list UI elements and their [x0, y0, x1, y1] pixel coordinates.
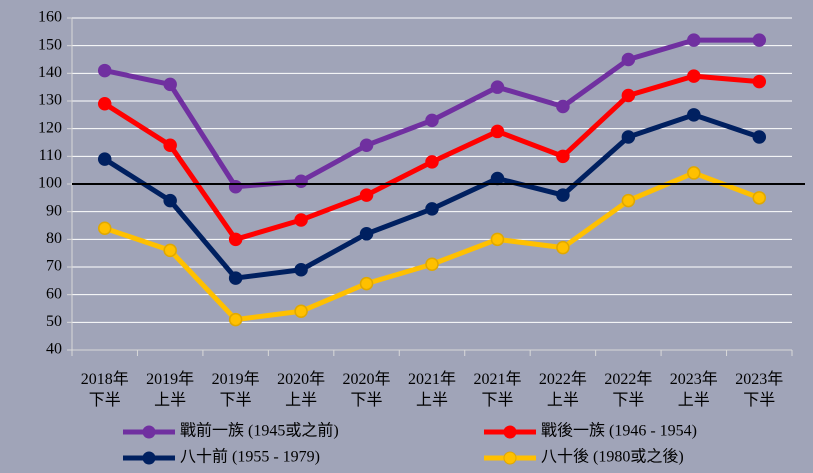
x-tick-label: 2018年 下半 [80, 371, 129, 409]
y-tick-label: 50 [46, 313, 62, 330]
data-point [752, 74, 767, 89]
data-point [490, 124, 505, 139]
legend-marker [142, 425, 156, 439]
data-point [556, 149, 570, 164]
data-point [294, 304, 308, 319]
y-tick-label: 150 [38, 36, 62, 53]
data-point [97, 152, 112, 166]
x-tick-label: 2020年 上半 [277, 371, 326, 409]
data-point [687, 166, 701, 180]
data-point [752, 191, 767, 205]
data-point [556, 188, 570, 202]
data-point [359, 227, 374, 241]
data-point [294, 263, 308, 277]
data-point [621, 52, 636, 67]
data-point [294, 174, 308, 188]
data-point [490, 171, 505, 186]
data-point [752, 130, 767, 144]
data-point [425, 202, 439, 216]
data-point [163, 243, 177, 258]
data-point [97, 221, 112, 236]
data-point [359, 276, 374, 291]
x-tick-label: 2019年 上半 [146, 371, 195, 409]
y-tick-label: 120 [38, 119, 62, 136]
x-tick-label: 2021年 上半 [407, 371, 456, 409]
data-point [752, 33, 767, 47]
data-point [425, 113, 439, 128]
data-point [556, 99, 570, 114]
x-tick-label: 2022年 上半 [538, 371, 587, 409]
x-tick-label: 2020年 下半 [342, 371, 391, 409]
data-point [687, 108, 701, 122]
y-tick-label: 140 [38, 64, 62, 81]
legend-marker [503, 425, 517, 439]
legend-label: 八十前 (1955 - 1979) [180, 448, 320, 466]
data-point [621, 130, 636, 144]
y-tick-label: 100 [38, 175, 62, 192]
data-point [97, 97, 112, 111]
data-point [425, 257, 439, 271]
y-tick-label: 70 [46, 258, 62, 275]
data-point [425, 155, 439, 169]
legend-marker [503, 451, 517, 465]
data-point [621, 88, 636, 103]
data-point [294, 213, 308, 227]
data-point [228, 312, 243, 327]
y-tick-label: 80 [46, 230, 62, 247]
y-tick-label: 110 [39, 147, 62, 164]
x-tick-label: 2023年 上半 [669, 371, 718, 409]
data-point [228, 180, 243, 194]
data-point [163, 138, 177, 153]
data-point [163, 193, 177, 208]
data-point [687, 33, 701, 47]
data-point [97, 63, 112, 78]
data-point [228, 271, 243, 285]
data-point [490, 232, 505, 247]
legend-marker [142, 451, 156, 465]
x-tick-label: 2021年 下半 [473, 371, 522, 409]
y-tick-label: 40 [46, 341, 62, 358]
data-point [163, 77, 177, 92]
legend-label: 戰前一族 (1945或之前) [180, 422, 339, 440]
data-point [359, 188, 374, 202]
legend-label: 八十後 (1980或之後) [541, 448, 684, 466]
data-point [687, 69, 701, 83]
x-tick-label: 2022年 下半 [604, 371, 653, 409]
x-tick-label: 2019年 下半 [211, 371, 260, 409]
data-point [228, 232, 243, 247]
legend-label: 戰後一族 (1946 - 1954) [541, 422, 697, 440]
y-tick-label: 60 [46, 285, 62, 302]
data-point [490, 80, 505, 94]
data-point [359, 138, 374, 153]
data-point [556, 240, 570, 255]
y-tick-label: 130 [38, 92, 62, 109]
x-tick-label: 2023年 下半 [735, 371, 784, 409]
y-tick-label: 160 [38, 9, 62, 26]
y-tick-label: 90 [46, 202, 62, 219]
data-point [621, 193, 636, 208]
